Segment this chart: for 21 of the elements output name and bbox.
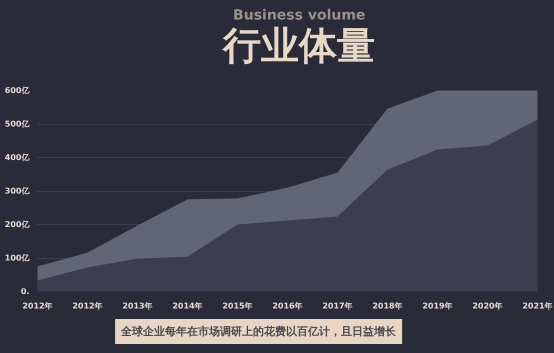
- x-tick-label: 2020年: [472, 302, 503, 310]
- chart-subtitle: Business volume: [233, 8, 366, 24]
- y-tick-label: 300亿: [4, 186, 30, 196]
- text: 全球企业每年在市场调研上的花费以百亿计，且日益增长: [120, 325, 398, 338]
- x-tick-label: 2016年: [272, 302, 303, 310]
- x-tick-label: 2015年: [222, 302, 253, 310]
- x-tick-label: 2017年: [322, 302, 353, 310]
- y-tick-label: 600亿: [4, 86, 30, 95]
- y-tick-label: 500亿: [4, 120, 30, 128]
- y-tick-label: 0.: [20, 287, 30, 296]
- x-tick-label: 2012年: [22, 302, 53, 310]
- x-tick-label: 2013年: [122, 302, 153, 310]
- x-tick-label: 2014年: [172, 302, 203, 310]
- chart-title: 行业体量: [221, 24, 376, 68]
- y-tick-label: 200亿: [4, 220, 30, 229]
- x-tick-label: 2012年: [72, 302, 103, 310]
- x-tick-label: 2019年: [422, 302, 453, 310]
- y-tick-label: 400亿: [4, 153, 30, 162]
- x-tick-label: 2018年: [372, 302, 403, 310]
- x-tick-label: 2021年: [522, 302, 553, 310]
- y-tick-label: 100亿: [4, 254, 30, 262]
